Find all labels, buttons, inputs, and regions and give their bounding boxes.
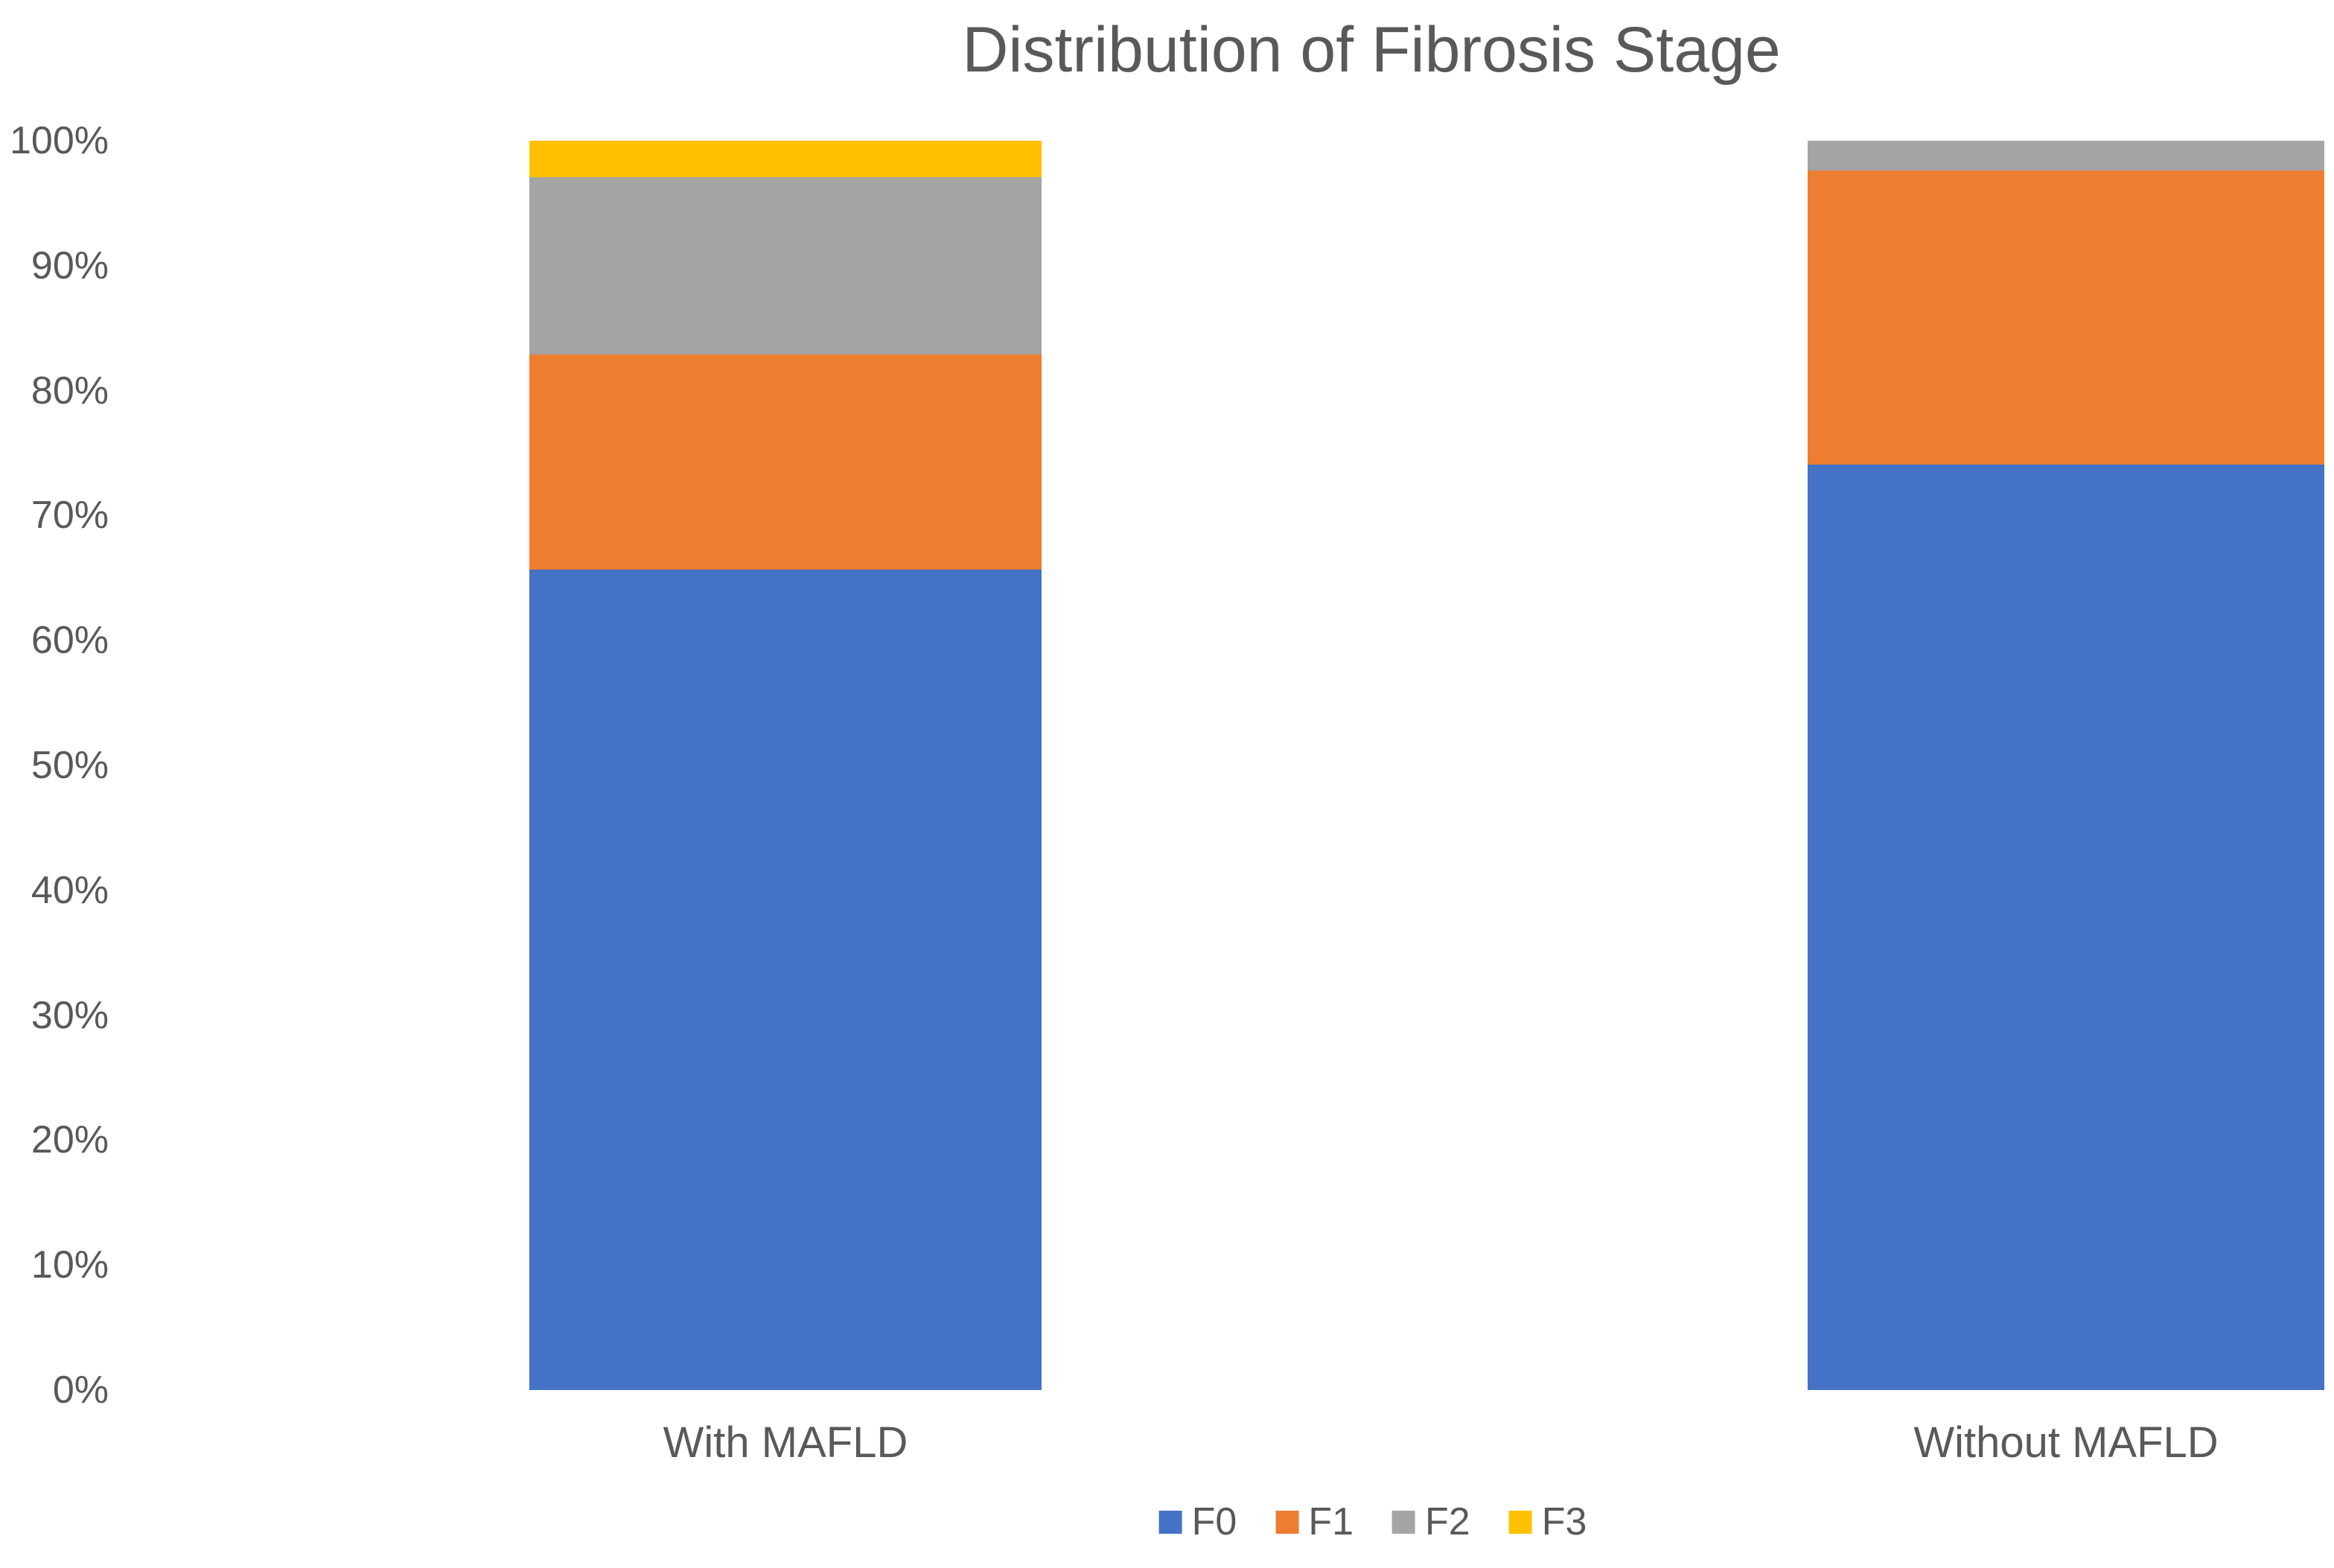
plot-area (0, 141, 2334, 1390)
stacked-bar-without-mafld (1808, 141, 2324, 1390)
y-axis-tick-label: 60% (31, 619, 109, 663)
legend-item-f2: F2 (1392, 1500, 1470, 1544)
y-axis-tick-label: 80% (31, 369, 109, 412)
chart-title: Distribution of Fibrosis Stage (962, 14, 1781, 86)
legend-swatch-icon (1275, 1510, 1299, 1534)
y-axis-tick-label: 100% (10, 119, 109, 162)
bar-segment-f2-without-mafld (1808, 141, 2324, 171)
y-axis-tick-label: 30% (31, 993, 109, 1037)
legend-label: F3 (1541, 1500, 1587, 1543)
bar-segment-f2-with-mafld (529, 176, 1042, 354)
bar-segment-f3-with-mafld (529, 141, 1042, 177)
bar-segment-f1-with-mafld (529, 354, 1042, 570)
x-axis-category-label-with-mafld: With MAFLD (663, 1418, 908, 1467)
bar-segment-f0-with-mafld (529, 569, 1042, 1390)
legend-item-f3: F3 (1508, 1500, 1587, 1544)
legend-item-f1: F1 (1275, 1500, 1353, 1544)
legend-swatch-icon (1158, 1510, 1182, 1534)
legend-label: F1 (1308, 1500, 1353, 1543)
legend-label: F0 (1191, 1500, 1237, 1543)
y-axis-tick-label: 20% (31, 1118, 109, 1162)
y-axis-tick-label: 70% (31, 494, 109, 538)
legend-label: F2 (1425, 1500, 1470, 1543)
y-axis-tick-label: 10% (31, 1243, 109, 1287)
y-axis-tick-label: 90% (31, 243, 109, 287)
legend-swatch-icon (1392, 1510, 1415, 1534)
y-axis-tick-label: 0% (52, 1368, 109, 1412)
bar-segment-f0-without-mafld (1808, 464, 2324, 1390)
x-axis: With MAFLD Without MAFLD (0, 1418, 2334, 1470)
legend: F0 F1 F2 F3 (1158, 1500, 1587, 1544)
x-axis-category-label-without-mafld: Without MAFLD (1913, 1418, 2219, 1467)
y-axis: 0% 10% 20% 30% 40% 50% 60% 70% 80% 90% 100% (0, 0, 112, 1568)
stacked-bar-with-mafld (529, 141, 1042, 1390)
y-axis-tick-label: 50% (31, 744, 109, 787)
bar-segment-f1-without-mafld (1808, 170, 2324, 465)
legend-swatch-icon (1508, 1510, 1532, 1534)
y-axis-tick-label: 40% (31, 868, 109, 912)
legend-item-f0: F0 (1158, 1500, 1237, 1544)
